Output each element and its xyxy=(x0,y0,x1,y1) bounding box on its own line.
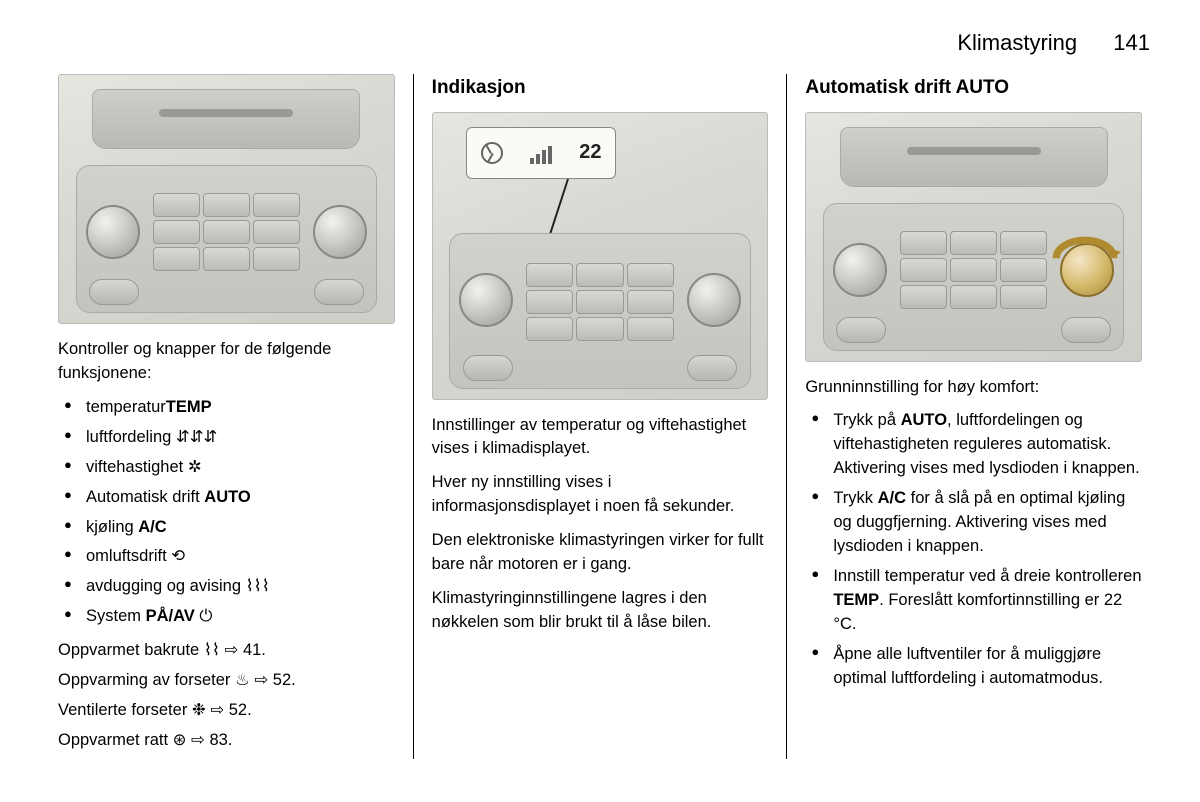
fan-level-bars xyxy=(530,142,552,164)
column-3: Automatisk drift AUTO Grunninnstilling f… xyxy=(786,74,1160,759)
page-number: 141 xyxy=(1113,30,1150,55)
col3-intro: Grunninnstilling for høy komfort: xyxy=(805,376,1142,400)
xref-arrow-icon: ⇨ xyxy=(220,641,243,659)
col2-heading: Indikasjon xyxy=(432,74,769,102)
col3-bullet-item: Trykk A/C for å slå på en optimal kjølin… xyxy=(811,487,1142,559)
col3-bullet-item: Åpne alle luftventiler for å muliggjøre … xyxy=(811,643,1142,691)
col1-intro: Kontroller og knapper for de følgende fu… xyxy=(58,338,395,386)
col2-paragraph: Innstillinger av temperatur og viftehast… xyxy=(432,414,769,462)
col1-bullet-item: omluftsdrift ⟲ xyxy=(64,545,395,569)
cross-reference: Oppvarming av forseter ♨ ⇨ 52. xyxy=(58,669,395,693)
col1-bullet-item: Automatisk drift AUTO xyxy=(64,486,395,510)
fan-icon xyxy=(481,142,503,164)
col1-bullet-item: luftfordeling ⇵⇵⇵ xyxy=(64,426,395,450)
col1-bullet-item: temperaturTEMP xyxy=(64,396,395,420)
column-1: Kontroller og knapper for de følgende fu… xyxy=(40,74,413,759)
auto-mode-illustration xyxy=(805,112,1142,362)
content-columns: Kontroller og knapper for de følgende fu… xyxy=(40,74,1160,759)
defrost-icon: ⌇⌇⌇ xyxy=(246,577,270,595)
seat-heat-icon: ♨ xyxy=(235,671,250,689)
col3-heading: Automatisk drift AUTO xyxy=(805,74,1142,102)
xref-arrow-icon: ⇨ xyxy=(186,731,209,749)
col3-bullet-list: Trykk på AUTO, luftfordelingen og vifteh… xyxy=(805,409,1142,690)
col3-bullet-item: Trykk på AUTO, luftfordelingen og vifteh… xyxy=(811,409,1142,481)
display-callout-illustration: 22 xyxy=(432,112,769,400)
xref-arrow-icon: ⇨ xyxy=(206,701,229,719)
cross-reference: Oppvarmet ratt ⊛ ⇨ 83. xyxy=(58,729,395,753)
col1-bullet-item: avdugging og avising ⌇⌇⌇ xyxy=(64,575,395,599)
cross-reference: Ventilerte forseter ❉ ⇨ 52. xyxy=(58,699,395,723)
climate-panel-illustration xyxy=(58,74,395,324)
xref-arrow-icon: ⇨ xyxy=(250,671,273,689)
col1-cross-references: Oppvarmet bakrute ⌇⌇ ⇨ 41. Oppvarming av … xyxy=(58,639,395,753)
col1-bullet-list: temperaturTEMP luftfordeling ⇵⇵⇵ viftehast… xyxy=(58,396,395,629)
manual-page: Klimastyring 141 Kontroller og knapper f… xyxy=(0,0,1200,802)
cross-reference: Oppvarmet bakrute ⌇⌇ ⇨ 41. xyxy=(58,639,395,663)
col2-paragraphs: Innstillinger av temperatur og viftehast… xyxy=(432,414,769,635)
fan-icon: ✲ xyxy=(188,458,202,476)
col1-bullet-item: kjøling A/C xyxy=(64,516,395,540)
col1-bullet-item: viftehastighet ✲ xyxy=(64,456,395,480)
page-header: Klimastyring 141 xyxy=(40,30,1160,56)
col2-paragraph: Klimastyringinnstillingene lagres i den … xyxy=(432,587,769,635)
climate-display-readout: 22 xyxy=(466,127,616,179)
airflow-icon: ⇵⇵⇵ xyxy=(176,428,217,446)
col3-bullet-item: Innstill temperatur ved å dreie kontroll… xyxy=(811,565,1142,637)
seat-vent-icon: ❉ xyxy=(192,701,206,719)
col1-bullet-item: System PÅ/AV ⏻ xyxy=(64,605,395,629)
column-2: Indikasjon 22 Innstillinger av temperatu… xyxy=(413,74,787,759)
recirc-icon: ⟲ xyxy=(171,547,185,565)
col2-paragraph: Hver ny innstilling vises i informasjons… xyxy=(432,471,769,519)
rear-defrost-icon: ⌇⌇ xyxy=(204,641,220,659)
section-title: Klimastyring xyxy=(957,30,1077,55)
power-icon: ⏻ xyxy=(199,607,212,625)
rotate-arrow-icon xyxy=(1049,231,1121,271)
temperature-value: 22 xyxy=(579,138,601,167)
wheel-heat-icon: ⊛ xyxy=(173,731,187,749)
col2-paragraph: Den elektroniske klimastyringen virker f… xyxy=(432,529,769,577)
